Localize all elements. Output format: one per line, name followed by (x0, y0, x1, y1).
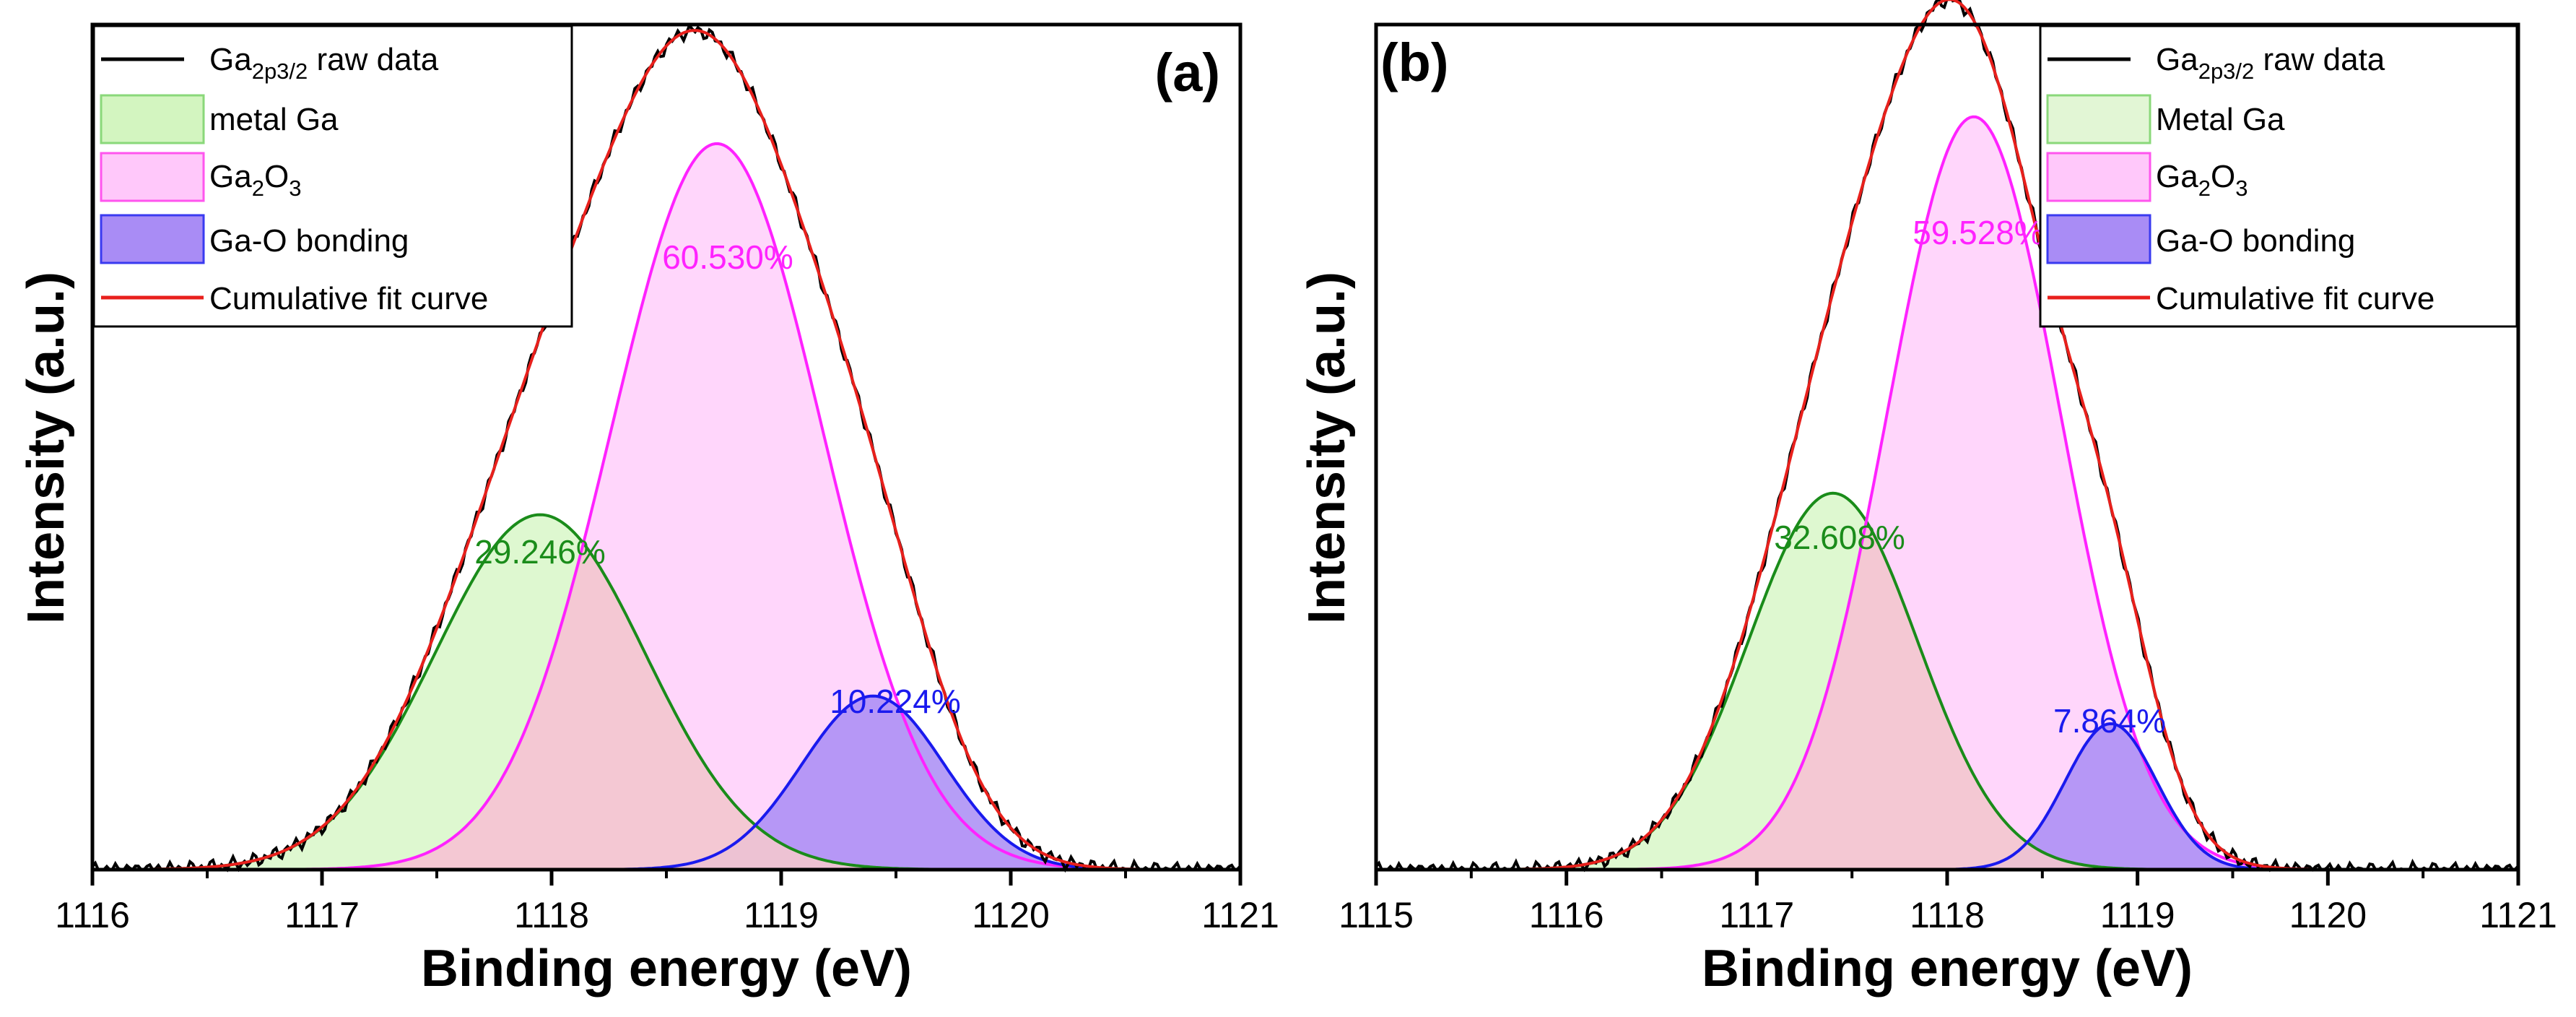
panel-a-x-tick-labels: 1116 1117 1118 1119 1120 1121 (55, 895, 1279, 935)
panel-b-legend-gao-label: Ga-O bonding (2156, 223, 2355, 259)
panel-a-ga2o3-area (92, 143, 1240, 870)
panel-a-x-tick-label: 1121 (1201, 895, 1279, 935)
panel-a-legend-box (92, 25, 573, 328)
panel-b-x-tick-label: 1118 (1910, 895, 1985, 935)
panel-a-gao-percentage: 10.224% (830, 683, 961, 720)
panel-b-x-axis-label: Binding energy (eV) (1702, 940, 2193, 997)
panel-a-x-tick-label: 1120 (972, 895, 1050, 935)
panel-a-legend-ga2o3-swatch (100, 152, 205, 202)
panel-b-x-tick-label: 1115 (1339, 895, 1414, 935)
panel-a-x-ticks (90, 870, 1243, 886)
panel-b: 1115 1116 1117 1118 1119 1120 1121 Binding ene… (1298, 0, 2557, 997)
panel-a: 1116 1117 1118 1119 1120 1121 Binding energy … (17, 22, 1279, 997)
panel-a-cumulative-fit-line (92, 29, 1240, 871)
panel-b-gao-percentage: 7.864% (2053, 702, 2166, 740)
panel-a-gao-area (92, 696, 1240, 870)
panel-a-y-axis-label: Intensity (a.u.) (17, 272, 75, 624)
panel-a-x-tick-label: 1116 (55, 895, 130, 935)
panel-b-legend-fit-label: Cumulative fit curve (2156, 281, 2434, 316)
panel-a-panel-label: (a) (1155, 43, 1220, 103)
panel-b-x-tick-label: 1121 (2479, 895, 2557, 935)
panel-a-ga2o3-percentage: 60.530% (662, 238, 793, 276)
panel-a-x-tick-label: 1117 (284, 895, 360, 935)
panel-a-x-axis-label: Binding energy (eV) (421, 940, 912, 997)
panel-b-legend-metal-label: Metal Ga (2156, 102, 2285, 137)
panel-a-legend-gao-swatch (100, 214, 205, 264)
panel-b-metal-percentage: 32.608% (1774, 519, 1905, 556)
panel-a-x-tick-label: 1119 (744, 895, 819, 935)
panel-b-legend-gao-swatch (2046, 214, 2151, 264)
panel-a-legend-fit-label: Cumulative fit curve (209, 281, 488, 316)
panel-b-legend-ga2o3-label: Ga2O3 (2156, 159, 2248, 201)
panel-a-legend-metal-label: metal Ga (209, 102, 339, 137)
panel-b-y-axis-label: Intensity (a.u.) (1298, 272, 1356, 624)
panel-b-areas (1376, 116, 2518, 870)
panel-b-ga2o3-area (1376, 116, 2518, 870)
panel-b-x-ticks (1374, 870, 2520, 886)
panel-a-metal-area (92, 514, 1240, 870)
panel-a-overlap-area (92, 544, 1240, 870)
panel-a-legend: Ga2p3/2 raw data metal Ga Ga2O3 Ga-O bon… (92, 25, 573, 328)
panel-b-x-tick-label: 1116 (1529, 895, 1604, 935)
panel-b-x-tick-label: 1120 (2289, 895, 2367, 935)
panel-b-overlap-area (1376, 522, 2518, 870)
panel-b-x-tick-label: 1117 (1719, 895, 1794, 935)
panel-b-x-tick-label: 1119 (2100, 895, 2175, 935)
panel-b-legend-ga2o3-swatch (2046, 152, 2151, 202)
panel-a-legend-ga2o3-label: Ga2O3 (209, 159, 301, 201)
panel-b-legend: Ga2p3/2 raw data Metal Ga Ga2O3 Ga-O bon… (2039, 25, 2518, 328)
panel-a-legend-metal-swatch (100, 94, 205, 144)
panel-a-legend-raw-label: Ga2p3/2 raw data (209, 42, 439, 84)
panel-a-x-tick-label: 1118 (514, 895, 589, 935)
panel-b-legend-metal-swatch (2046, 94, 2151, 144)
panel-a-legend-gao-label: Ga-O bonding (209, 223, 409, 259)
panel-b-legend-raw-label: Ga2p3/2 raw data (2156, 42, 2385, 84)
panel-a-metal-percentage: 29.246% (474, 533, 606, 571)
panel-b-ga2o3-percentage: 59.528% (1913, 214, 2044, 251)
panel-b-x-tick-labels: 1115 1116 1117 1118 1119 1120 1121 (1339, 895, 2557, 935)
panel-a-areas (92, 143, 1240, 870)
panel-b-panel-label: (b) (1380, 33, 1449, 92)
